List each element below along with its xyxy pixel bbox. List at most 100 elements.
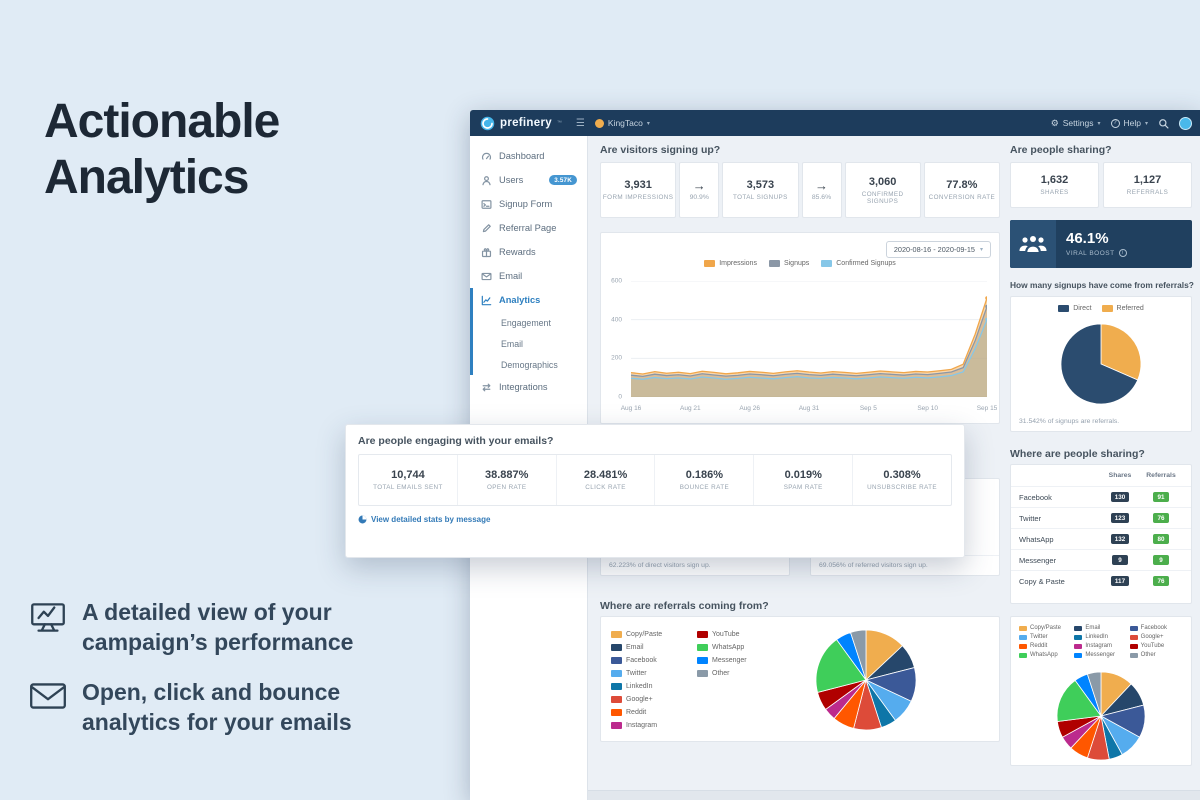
legend-chip	[611, 722, 622, 729]
legend-item-whatsapp[interactable]: WhatsApp	[1019, 652, 1072, 658]
legend-item-facebook[interactable]: Facebook	[611, 654, 689, 667]
legend-item-other[interactable]: Other	[1129, 652, 1183, 658]
legend-chip	[1074, 652, 1083, 658]
stat-value: 28.481%	[583, 469, 628, 481]
stat-value: 1,127	[1133, 174, 1162, 186]
legend-label: Facebook	[626, 657, 657, 664]
channel-name: Twitter	[1019, 513, 1042, 523]
date-range-value: 2020-08-16 - 2020-09-15	[893, 245, 975, 254]
legend-item-email[interactable]: Email	[1074, 625, 1127, 631]
stat-label: REFERRALS	[1126, 189, 1169, 196]
legend-item-reddit[interactable]: Reddit	[1019, 643, 1072, 649]
envelope-icon	[480, 271, 492, 282]
legend-item-other[interactable]: Other	[697, 667, 775, 680]
channel-name: Copy & Paste	[1019, 576, 1065, 586]
bullet-line: campaign’s performance	[82, 628, 354, 655]
legend-item-whatsapp[interactable]: WhatsApp	[697, 641, 775, 654]
legend-item-referred[interactable]: Referred	[1101, 305, 1144, 312]
legend-item-linkedin[interactable]: LinkedIn	[611, 680, 689, 693]
legend-item-confirmed-signups[interactable]: Confirmed Signups	[821, 260, 896, 267]
signup-funnel: 3,931 FORM IMPRESSIONS → 90.9% 3,573 TOTAL SI…	[600, 162, 1000, 218]
sidebar-item-label: Rewards	[499, 247, 536, 257]
legend-item-google[interactable]: Google+	[611, 693, 689, 706]
viral-boost-value: 46.1%	[1066, 229, 1109, 247]
legend-chip	[1129, 625, 1138, 631]
sidebar-subitem-demographics[interactable]: Demographics	[473, 354, 587, 375]
shares-count-badge: 123	[1110, 513, 1130, 523]
legend-item-direct[interactable]: Direct	[1058, 305, 1092, 312]
stat-value: 3,931	[624, 179, 652, 191]
pie-slice-direct[interactable]	[1060, 323, 1139, 405]
legend-chip	[697, 670, 708, 677]
legend-item-impressions[interactable]: Impressions	[704, 260, 757, 267]
legend-label: Messenger	[1085, 652, 1116, 658]
pie-slice-other[interactable]	[1086, 671, 1102, 717]
legend-item-youtube[interactable]: YouTube	[1129, 643, 1183, 649]
sharing-table-row-facebook: Facebook 130 91	[1011, 486, 1191, 507]
line-chart-icon	[480, 295, 492, 306]
legend-label: WhatsApp	[1030, 652, 1058, 658]
date-range-dropdown[interactable]: 2020-08-16 - 2020-09-15 ▾	[885, 241, 991, 258]
sidebar-item-signup-form[interactable]: Signup Form	[470, 192, 587, 216]
workspace-switcher[interactable]: KingTaco ▾	[594, 118, 650, 128]
view-detailed-stats-link[interactable]: View detailed stats by message	[358, 515, 952, 524]
legend-item-email[interactable]: Email	[611, 641, 689, 654]
sidebar-item-dashboard[interactable]: Dashboard	[470, 144, 587, 168]
legend-label: Email	[626, 644, 644, 651]
sidebar-item-email[interactable]: Email	[470, 264, 587, 288]
legend-item-twitter[interactable]: Twitter	[1019, 634, 1072, 640]
email-stats-row: 10,744 TOTAL EMAILS SENT 38.887% OPEN RATE 2…	[358, 454, 952, 506]
sidebar-subitem-email[interactable]: Email	[473, 333, 587, 354]
sidebar-item-rewards[interactable]: Rewards	[470, 240, 587, 264]
legend-item-copy-paste[interactable]: Copy/Paste	[611, 628, 689, 641]
legend-item-messenger[interactable]: Messenger	[1074, 652, 1127, 658]
signup-chart-legend: Impressions Signups Confirmed Signups	[601, 260, 999, 267]
info-icon[interactable]: i	[1118, 249, 1127, 258]
legend-item-instagram[interactable]: Instagram	[611, 719, 689, 732]
referral-pie-wrap	[1011, 321, 1191, 407]
legend-item-messenger[interactable]: Messenger	[697, 654, 775, 667]
help-menu[interactable]: ? Help ▾	[1110, 118, 1148, 128]
legend-item-instagram[interactable]: Instagram	[1074, 643, 1127, 649]
referral-sources-pie-chart	[815, 629, 917, 731]
stat-referrals: 1,127 REFERRALS	[1103, 162, 1192, 208]
x-axis-tick-label: Aug 31	[798, 405, 820, 412]
pie-slice-whatsapp[interactable]	[1056, 679, 1102, 722]
sidebar-item-integrations[interactable]: Integrations	[470, 375, 587, 399]
sidebar-subitem-engagement[interactable]: Engagement	[473, 312, 587, 333]
sidebar-group-analytics: Analytics Engagement Email Demographics	[470, 288, 587, 375]
pie-slice-referred[interactable]	[1100, 323, 1142, 381]
chevron-down-icon: ▾	[1097, 120, 1101, 127]
legend-item-youtube[interactable]: YouTube	[697, 628, 775, 641]
legend-item-facebook[interactable]: Facebook	[1129, 625, 1183, 631]
bullet-line: A detailed view of your	[82, 599, 332, 625]
legend-item-linkedin[interactable]: LinkedIn	[1074, 634, 1127, 640]
legend-item-reddit[interactable]: Reddit	[611, 706, 689, 719]
user-avatar[interactable]	[1179, 116, 1192, 130]
stat-value: 1,632	[1040, 174, 1069, 186]
legend-item-signups[interactable]: Signups	[768, 260, 809, 267]
section-title-referral-sources: Where are referrals coming from?	[600, 600, 769, 612]
pie-slice-whatsapp[interactable]	[815, 638, 867, 693]
funnel-stat-confirmed-signups: 3,060 CONFIRMED SIGNUPS	[844, 162, 921, 218]
legend-item-copy-paste[interactable]: Copy/Paste	[1019, 625, 1072, 631]
bullet-line: Open, click and bounce	[82, 678, 341, 705]
sharing-table-body: Facebook 130 91 Twitter 123 76 WhatsApp 132 80 Me…	[1011, 486, 1191, 591]
sharing-table-row-copy-paste: Copy & Paste 117 76	[1011, 570, 1191, 591]
sidebar-item-analytics[interactable]: Analytics	[473, 288, 587, 312]
stat-click-rate: 28.481% CLICK RATE	[555, 455, 655, 505]
x-axis-tick-label: Aug 26	[739, 405, 760, 412]
sidebar-item-users[interactable]: Users 3.57K	[470, 168, 587, 192]
shares-count-badge: 9	[1112, 555, 1128, 565]
settings-menu[interactable]: ⚙ Settings ▾	[1051, 118, 1101, 129]
pie-slice-other[interactable]	[850, 629, 867, 681]
legend-label: Copy/Paste	[1030, 625, 1062, 631]
funnel-arrow: → 85.6%	[801, 162, 842, 218]
hamburger-menu-icon[interactable]: ☰	[575, 117, 585, 129]
signups-chart-card: 2020-08-16 - 2020-09-15 ▾ Impressions Sig…	[600, 232, 1000, 424]
search-button[interactable]	[1158, 118, 1169, 129]
sidebar-item-referral-page[interactable]: Referral Page	[470, 216, 587, 240]
brand-logo[interactable]: prefinery ™	[480, 116, 562, 131]
legend-item-google[interactable]: Google+	[1129, 634, 1183, 640]
legend-item-twitter[interactable]: Twitter	[611, 667, 689, 680]
